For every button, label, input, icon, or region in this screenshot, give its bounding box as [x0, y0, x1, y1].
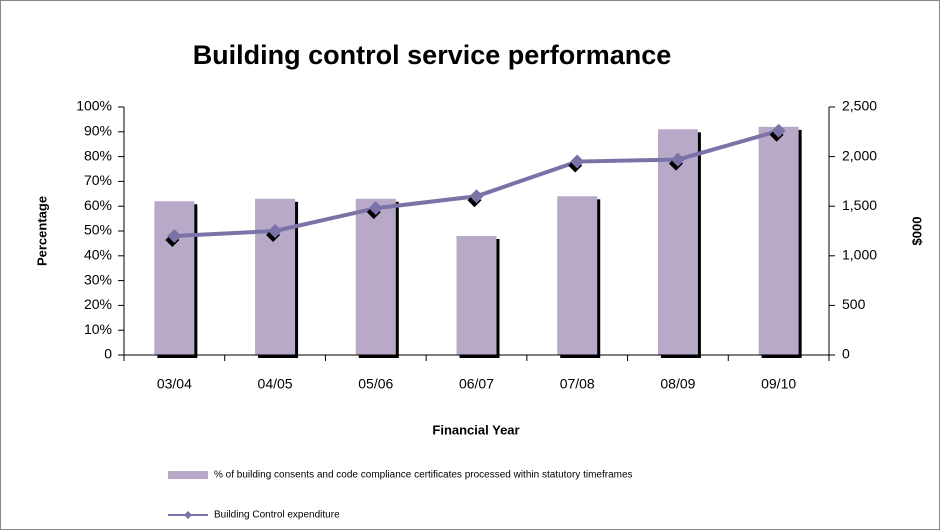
y-tick-label: 80%: [84, 147, 112, 163]
y2-tick-label: 2,000: [842, 147, 877, 163]
y2-tick-label: 2,500: [842, 98, 877, 114]
chart-title: Building control service performance: [193, 40, 672, 70]
x-tick-label: 04/05: [258, 376, 293, 392]
marker: [167, 228, 182, 243]
y-tick-label: 10%: [84, 321, 112, 337]
x-tick-label: 07/08: [560, 376, 595, 392]
x-tick-label: 03/04: [157, 376, 192, 392]
x-tick-label: 09/10: [761, 376, 796, 392]
y-axis-title: Percentage: [34, 196, 49, 266]
y2-tick-label: 0: [842, 346, 850, 362]
bar: [557, 196, 598, 355]
bar: [154, 201, 195, 355]
y2-axis-title: $000: [909, 217, 924, 246]
y-tick-label: 50%: [84, 222, 112, 238]
x-tick-label: 08/09: [660, 376, 695, 392]
legend-marker: [184, 511, 192, 519]
marker: [368, 201, 383, 216]
y-tick-label: 40%: [84, 247, 112, 263]
legend-label: % of building consents and code complian…: [214, 470, 633, 481]
y2-tick-label: 500: [842, 296, 866, 312]
y-tick-label: 20%: [84, 296, 112, 312]
y2-tick-label: 1,500: [842, 197, 877, 213]
y2-tick-label: 1,000: [842, 247, 877, 263]
y-tick-label: 70%: [84, 172, 112, 188]
marker: [570, 154, 585, 169]
y-tick-label: 90%: [84, 123, 112, 139]
marker: [469, 189, 484, 204]
legend-swatch: [168, 471, 208, 479]
legend-label: Building Control expenditure: [214, 510, 340, 521]
y-tick-label: 100%: [76, 98, 112, 114]
x-axis-title: Financial Year: [432, 422, 519, 437]
bar: [456, 235, 497, 355]
y-tick-label: 0: [104, 346, 112, 362]
bar: [758, 126, 799, 355]
marker: [771, 123, 786, 138]
marker: [670, 152, 685, 167]
x-tick-label: 05/06: [358, 376, 393, 392]
marker: [268, 224, 283, 238]
y-tick-label: 30%: [84, 271, 112, 287]
bar: [255, 198, 296, 355]
y-tick-label: 60%: [84, 197, 112, 213]
bar: [355, 198, 396, 355]
x-tick-label: 06/07: [459, 376, 494, 392]
